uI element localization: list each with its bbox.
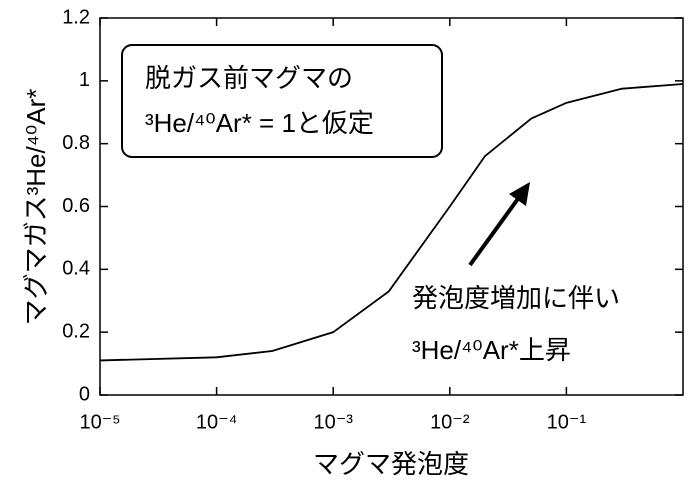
arrow xyxy=(468,194,522,267)
y-tick-label: 0.8 xyxy=(62,132,90,154)
annotation: ³He/⁴⁰Ar*上昇 xyxy=(412,335,571,365)
y-axis-label: マグマガス³He/⁴⁰Ar* xyxy=(21,89,51,326)
y-tick-label: 0.4 xyxy=(62,258,90,280)
annotation: 脱ガス前マグマの xyxy=(145,63,353,93)
x-axis-label: マグマ発泡度 xyxy=(313,449,469,479)
x-tick-label: 10⁻² xyxy=(430,411,470,433)
x-tick-label: 10⁻⁴ xyxy=(196,411,237,433)
y-tick-label: 0.6 xyxy=(62,195,90,217)
x-tick-label: 10⁻³ xyxy=(313,411,353,433)
y-tick-label: 1.2 xyxy=(62,6,90,28)
arrow-head xyxy=(509,182,530,206)
y-tick-label: 0.2 xyxy=(62,320,90,342)
y-tick-label: 0 xyxy=(79,383,90,405)
annotation: ³He/⁴⁰Ar* = 1と仮定 xyxy=(145,108,374,138)
x-tick-label: 10⁻⁵ xyxy=(79,411,120,433)
annotation-box xyxy=(121,44,443,158)
x-tick-label: 10⁻¹ xyxy=(547,411,587,433)
annotation: 発泡度増加に伴い xyxy=(412,283,620,313)
line xyxy=(99,83,684,362)
y-tick-label: 1 xyxy=(79,69,90,91)
